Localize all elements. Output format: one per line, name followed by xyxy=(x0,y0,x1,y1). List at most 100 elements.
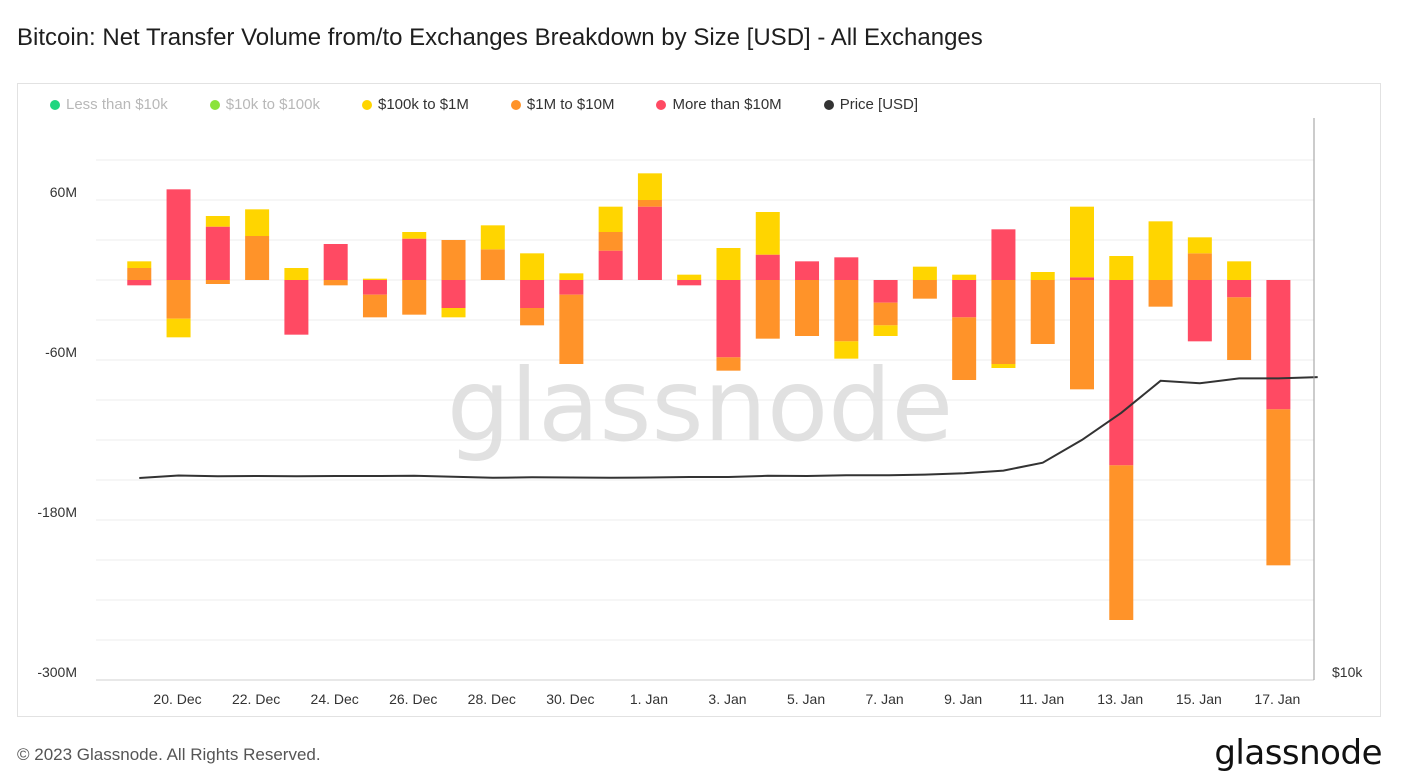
legend-dot-icon xyxy=(50,99,60,110)
bar-segment-100k-1m[interactable] xyxy=(1148,221,1173,280)
bar-segment-more-10m[interactable] xyxy=(559,280,584,295)
chart-title: Bitcoin: Net Transfer Volume from/to Exc… xyxy=(17,24,983,51)
bar-segment-more-10m[interactable] xyxy=(637,206,662,280)
bar-segment-100k-1m[interactable] xyxy=(520,253,545,280)
bar-segment-1m-10m[interactable] xyxy=(1187,253,1212,280)
bar-segment-more-10m[interactable] xyxy=(873,280,898,303)
bar-segment-more-10m[interactable] xyxy=(834,257,859,280)
bar-segment-100k-1m[interactable] xyxy=(205,216,230,227)
bar-segment-100k-1m[interactable] xyxy=(1187,237,1212,254)
legend-item-more-10m[interactable]: More than $10M xyxy=(656,96,782,113)
bar-segment-1m-10m[interactable] xyxy=(480,249,505,280)
bar-segment-100k-1m[interactable] xyxy=(362,278,387,280)
bar-segment-1m-10m[interactable] xyxy=(755,280,780,339)
bar-segment-more-10m[interactable] xyxy=(1266,280,1291,410)
bar-segment-100k-1m[interactable] xyxy=(637,173,662,200)
bar-segment-1m-10m[interactable] xyxy=(716,357,741,371)
bar-segment-1m-10m[interactable] xyxy=(1030,280,1055,344)
bar-segment-1m-10m[interactable] xyxy=(402,280,427,315)
price-line xyxy=(139,376,1318,479)
bar-segment-more-10m[interactable] xyxy=(362,280,387,295)
bar-segment-1m-10m[interactable] xyxy=(1109,465,1134,620)
legend-dot-icon xyxy=(362,99,372,110)
bar-segment-1m-10m[interactable] xyxy=(245,236,270,280)
bar-segment-1m-10m[interactable] xyxy=(127,268,152,280)
bar-segment-100k-1m[interactable] xyxy=(912,266,937,280)
bar-segment-1m-10m[interactable] xyxy=(873,302,898,326)
bar-segment-100k-1m[interactable] xyxy=(402,232,427,239)
bar-segment-more-10m[interactable] xyxy=(166,189,191,280)
legend-dot-icon xyxy=(510,99,521,110)
bar-segment-more-10m[interactable] xyxy=(1187,280,1212,342)
bar-segment-more-10m[interactable] xyxy=(716,280,741,358)
bar-segment-1m-10m[interactable] xyxy=(834,280,859,342)
bar-segment-1m-10m[interactable] xyxy=(637,200,662,207)
bar-segment-1m-10m[interactable] xyxy=(1227,297,1252,360)
bar-segment-100k-1m[interactable] xyxy=(441,308,466,318)
bar-segment-1m-10m[interactable] xyxy=(441,240,466,280)
bar-segment-100k-1m[interactable] xyxy=(1070,206,1094,278)
bar-segment-more-10m[interactable] xyxy=(755,254,780,280)
legend-item-100k-1m[interactable]: $100k to $1M xyxy=(362,96,469,113)
bar-segment-more-10m[interactable] xyxy=(402,238,427,280)
bar-segment-1m-10m[interactable] xyxy=(559,294,584,364)
legend-label: More than $10M xyxy=(672,96,782,113)
bar-segment-more-10m[interactable] xyxy=(795,261,820,280)
bar-segment-1m-10m[interactable] xyxy=(520,308,545,326)
x-tick-label: 11. Jan xyxy=(1019,691,1064,707)
bar-segment-1m-10m[interactable] xyxy=(323,280,348,286)
y-tick-label: -60M xyxy=(45,344,77,360)
bar-segment-100k-1m[interactable] xyxy=(1109,256,1134,280)
bar-segment-100k-1m[interactable] xyxy=(755,212,780,255)
bar-segment-100k-1m[interactable] xyxy=(952,274,977,280)
bar-segment-more-10m[interactable] xyxy=(1109,280,1134,466)
legend-item-price[interactable]: Price [USD] xyxy=(823,96,919,113)
bar-segment-100k-1m[interactable] xyxy=(1227,261,1252,280)
bar-segment-more-10m[interactable] xyxy=(991,229,1016,280)
x-tick-label: 22. Dec xyxy=(232,691,280,707)
bar-segment-1m-10m[interactable] xyxy=(205,280,230,284)
bar-segment-1m-10m[interactable] xyxy=(1070,280,1094,390)
bar-segment-more-10m[interactable] xyxy=(127,280,152,286)
bar-segment-1m-10m[interactable] xyxy=(362,294,387,318)
bar-segment-more-10m[interactable] xyxy=(520,280,545,308)
bar-segment-1m-10m[interactable] xyxy=(795,280,820,336)
bar-segment-1m-10m[interactable] xyxy=(166,280,191,319)
bar-segment-more-10m[interactable] xyxy=(323,244,348,280)
bar-segment-more-10m[interactable] xyxy=(598,250,623,280)
bar-segment-1m-10m[interactable] xyxy=(598,232,623,251)
legend-item-10k-100k[interactable]: $10k to $100k xyxy=(209,96,320,113)
bar-segment-1m-10m[interactable] xyxy=(952,317,977,380)
legend-label: Price [USD] xyxy=(839,96,919,113)
bar-segment-100k-1m[interactable] xyxy=(873,325,898,336)
bar-segment-more-10m[interactable] xyxy=(205,226,230,280)
bar-segment-100k-1m[interactable] xyxy=(480,225,505,250)
bar-segment-100k-1m[interactable] xyxy=(834,341,859,359)
x-tick-label: 13. Jan xyxy=(1097,691,1143,707)
bar-segment-1m-10m[interactable] xyxy=(991,280,1016,364)
bar-segment-100k-1m[interactable] xyxy=(1030,272,1055,280)
bar-segment-more-10m[interactable] xyxy=(1227,280,1252,298)
bar-segment-100k-1m[interactable] xyxy=(127,261,152,268)
axes: 60M -60M -180M -300M $10k 20. Dec 22. Dec 24. D… xyxy=(37,118,1363,707)
glassnode-logo: glassnode xyxy=(1214,733,1382,773)
bar-segment-100k-1m[interactable] xyxy=(559,273,584,280)
legend-item-1m-10m[interactable]: $1M to $10M xyxy=(510,96,614,113)
legend-item-less-10k[interactable]: Less than $10k xyxy=(50,96,168,113)
bar-segment-100k-1m[interactable] xyxy=(716,248,741,280)
bar-segment-100k-1m[interactable] xyxy=(677,274,702,280)
bar-segment-more-10m[interactable] xyxy=(441,280,466,308)
bar-segment-100k-1m[interactable] xyxy=(598,206,623,232)
bar-segment-more-10m[interactable] xyxy=(284,280,309,335)
bar-segment-100k-1m[interactable] xyxy=(245,209,270,236)
bar-segment-100k-1m[interactable] xyxy=(991,364,1016,368)
bar-segment-1m-10m[interactable] xyxy=(1148,280,1173,307)
bar-segment-100k-1m[interactable] xyxy=(166,318,191,338)
bar-segment-1m-10m[interactable] xyxy=(1266,409,1291,566)
bar-segment-more-10m[interactable] xyxy=(1070,277,1094,280)
bar-segment-more-10m[interactable] xyxy=(952,280,977,318)
x-tick-label: 7. Jan xyxy=(866,691,904,707)
bar-segment-100k-1m[interactable] xyxy=(284,268,309,280)
bar-segment-1m-10m[interactable] xyxy=(912,280,937,299)
bar-segment-more-10m[interactable] xyxy=(677,280,702,286)
